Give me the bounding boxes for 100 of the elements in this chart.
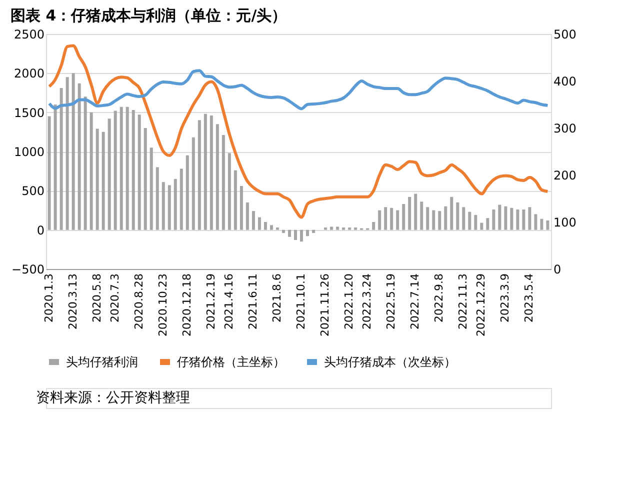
bar	[492, 209, 496, 230]
bar	[150, 148, 153, 230]
y2-tick-label: 400	[554, 74, 576, 88]
bar	[186, 155, 189, 230]
x-tick-label: 2020.7.3	[108, 274, 122, 322]
y2-tick-label: 500	[554, 28, 576, 42]
bar	[408, 196, 412, 230]
bar	[372, 222, 376, 230]
bar	[486, 218, 490, 230]
x-tick-label: 2022.7.14	[408, 274, 422, 330]
bar	[336, 226, 340, 230]
bar	[438, 211, 442, 230]
bar	[510, 208, 514, 230]
bar	[48, 116, 51, 230]
bar	[330, 226, 334, 230]
bar	[168, 185, 171, 230]
bar	[324, 227, 328, 230]
bar	[288, 230, 291, 237]
bar	[144, 128, 147, 230]
line-series	[48, 44, 550, 219]
bar	[258, 217, 261, 230]
x-tick-label: 2022.12.29	[474, 274, 488, 336]
bar	[312, 230, 316, 233]
x-tick-label: 2020.3.13	[66, 274, 80, 330]
bar	[402, 204, 406, 230]
text: 资料来源：公开资料整理	[36, 390, 190, 406]
bar	[126, 106, 129, 230]
bar	[114, 110, 117, 230]
bar	[444, 206, 448, 230]
line-series	[48, 69, 550, 110]
bar	[540, 218, 544, 230]
legend-label: 仔猪价格（主坐标）	[177, 355, 285, 369]
bar	[474, 214, 478, 230]
x-tick-label: 2021.10.1	[294, 274, 308, 330]
bar	[378, 210, 382, 230]
bar	[60, 88, 63, 230]
bar	[228, 153, 231, 230]
bar	[96, 128, 99, 230]
bar	[462, 207, 466, 230]
x-tick-label: 2020.1.3	[42, 274, 56, 322]
x-tick-label: 2023.3.9	[498, 274, 512, 322]
bar	[108, 118, 111, 230]
x-tick-label: 2021.8.6	[270, 274, 284, 322]
bar	[216, 124, 219, 230]
y2-tick-label: 200	[554, 168, 576, 182]
bar	[234, 170, 237, 230]
bar	[534, 214, 538, 230]
bar	[156, 167, 159, 230]
legend-label: 头均仔猪成本（次坐标）	[324, 355, 456, 369]
x-tick-label: 2020.12.18	[180, 274, 194, 336]
bar	[498, 204, 502, 230]
bar	[264, 222, 267, 230]
y-tick-label: 2000	[14, 66, 44, 81]
bar	[390, 208, 394, 230]
bar	[138, 114, 141, 230]
bar	[84, 96, 87, 230]
y-tick-label: 1000	[14, 145, 44, 159]
bar	[162, 182, 165, 230]
x-tick-label: 2022.5.19	[384, 274, 398, 330]
bar	[546, 220, 550, 230]
bar	[210, 115, 213, 230]
bar	[174, 178, 177, 230]
y-tick-label: 1500	[14, 106, 44, 120]
bar	[270, 225, 273, 230]
bar	[468, 212, 472, 230]
x-tick-label: 2020.8.28	[132, 274, 146, 330]
bar	[450, 196, 454, 230]
bar	[72, 73, 75, 230]
x-tick-label: 2021.2.19	[204, 274, 218, 330]
x-tick-label: 2021.6.11	[246, 274, 260, 330]
x-tick-label: 2022.9.8	[432, 274, 446, 322]
bar	[426, 207, 430, 230]
bar	[102, 132, 105, 230]
bar	[180, 168, 183, 230]
bar	[276, 227, 279, 230]
bar	[66, 77, 69, 230]
y-tick-label: −500	[12, 262, 44, 276]
y-tick-label: 0	[36, 223, 44, 238]
bar	[504, 206, 508, 230]
bar	[528, 207, 532, 230]
y2-tick-label: 0	[554, 262, 562, 276]
bar	[78, 83, 81, 230]
bar	[132, 110, 135, 230]
bar	[300, 230, 303, 242]
x-tick-label: 2022.3.24	[360, 274, 374, 330]
bar	[240, 186, 243, 230]
bar	[282, 230, 285, 233]
y2-tick-label: 100	[554, 216, 576, 230]
bar	[198, 120, 201, 230]
bar	[420, 202, 424, 230]
x-tick-label: 2021.4.16	[222, 274, 236, 330]
bar	[384, 207, 388, 230]
bar	[516, 209, 520, 230]
y-tick-label: 500	[22, 184, 44, 198]
bar	[90, 112, 93, 230]
chart-title: 图表 4：仔猪成本与利润（单位：元/头）	[10, 6, 287, 24]
bar	[432, 210, 436, 230]
bar	[354, 227, 358, 230]
bar	[414, 194, 418, 230]
bar	[222, 135, 225, 230]
